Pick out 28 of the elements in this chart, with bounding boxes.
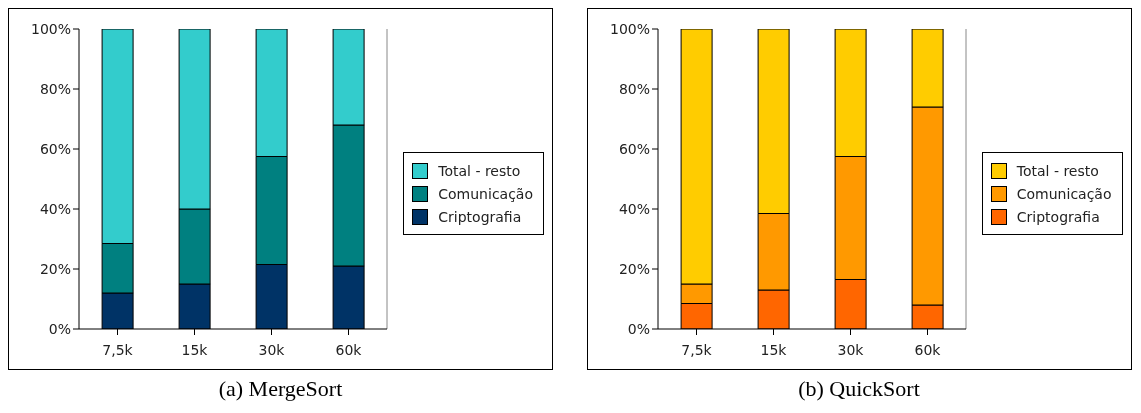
y-tick-label: 100%	[609, 20, 650, 37]
y-tick-label: 80%	[618, 80, 650, 97]
y-tick-label: 0%	[627, 320, 650, 337]
y-tick-label: 20%	[39, 260, 71, 277]
x-tick-label: 15k	[181, 341, 209, 358]
y-tick-label: 20%	[618, 260, 650, 277]
y-tick-label: 40%	[39, 200, 71, 217]
x-tick-label: 7,5k	[680, 341, 713, 358]
y-tick-label: 40%	[618, 200, 650, 217]
text: (b) QuickSort	[797, 376, 921, 402]
y-tick-label: 60%	[618, 140, 650, 157]
x-tick-label: 60k	[335, 341, 363, 358]
legend-label: Total - resto	[1016, 162, 1099, 179]
x-tick-label: 15k	[760, 341, 787, 358]
legend-label: Comunicação	[1016, 185, 1112, 202]
legend-label: Criptografia	[1016, 208, 1100, 225]
y-tick-label: 60%	[39, 140, 71, 157]
x-tick-label: 30k	[258, 341, 286, 358]
legend-label: Total - resto	[438, 162, 521, 179]
x-tick-label: 60k	[914, 341, 941, 358]
text: (a) MergeSort	[217, 376, 344, 402]
y-tick-label: 100%	[30, 20, 71, 37]
y-tick-label: 0%	[48, 320, 71, 337]
x-tick-label: 7,5k	[102, 341, 134, 358]
y-tick-label: 80%	[39, 80, 71, 97]
legend-label: Criptografia	[438, 208, 522, 225]
legend-label: Comunicação	[438, 185, 533, 202]
x-tick-label: 30k	[837, 341, 864, 358]
